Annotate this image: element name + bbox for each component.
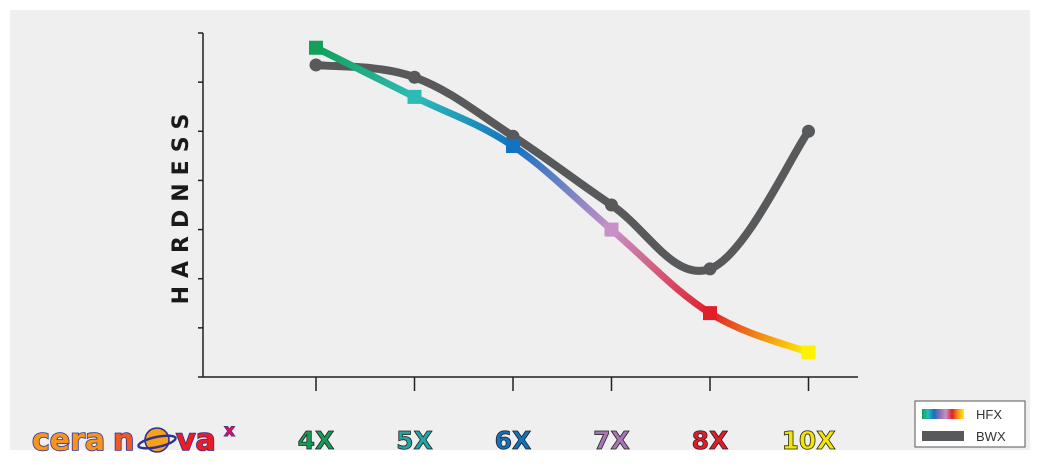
x-tick-label-6x: 6X: [495, 426, 532, 455]
ceranova-logo: cera n va x: [31, 421, 235, 459]
x-tick-label-8x: 8X: [692, 426, 729, 455]
axes: [198, 32, 858, 391]
x-tick-labels: 4X 5X 6X 7X 8X 10X: [297, 426, 836, 456]
hfx-series-segment: [608, 226, 714, 317]
logo-text-part2: n: [113, 423, 134, 458]
logo-text-part1: cera: [32, 423, 105, 458]
series-markers: [309, 40, 816, 360]
bwx-point-10x: [802, 124, 815, 138]
x-tick-label-10x: 10X: [781, 426, 835, 455]
chart-background: [10, 10, 1030, 450]
x-tick-label-4x: 4X: [298, 426, 335, 455]
hfx-point-4x: [309, 40, 323, 55]
y-axis-label: HARDNESS: [169, 106, 194, 305]
logo-planet-ring: [137, 434, 177, 450]
hfx-point-5x: [407, 89, 422, 104]
hfx-point-8x: [703, 306, 717, 321]
logo-superscript: x: [224, 421, 235, 441]
legend-hfx-label: HFX: [976, 407, 1002, 422]
hfx-series-segment: [411, 93, 517, 150]
legend-bwx-label: BWX: [976, 429, 1006, 444]
legend-bwx-swatch: [922, 431, 964, 441]
hfx-point-7x: [604, 222, 619, 237]
logo-text-part3: va: [176, 423, 216, 458]
legend: HFX BWX: [914, 400, 1026, 448]
hfx-point-10x: [801, 345, 816, 360]
bwx-point-8x: [703, 262, 717, 276]
bwx-point-7x: [605, 198, 618, 212]
bwx-point-5x: [408, 70, 421, 84]
legend-hfx-swatch: [922, 409, 964, 419]
bwx-point-4x: [309, 58, 323, 72]
x-tick-label-5x: 5X: [396, 426, 433, 455]
hfx-series-segment: [509, 142, 615, 234]
hfx-point-6x: [506, 139, 520, 154]
x-tick-label-7x: 7X: [593, 426, 630, 455]
